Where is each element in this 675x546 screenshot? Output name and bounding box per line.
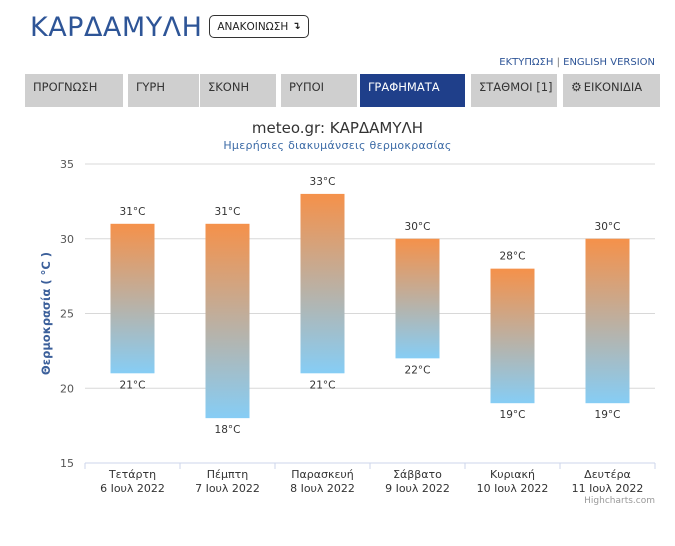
- max-temp-label: 31°C: [120, 206, 146, 218]
- temperature-bar: [395, 238, 440, 359]
- tab-stations[interactable]: ΣΤΑΘΜΟΙ [1]: [471, 74, 557, 107]
- tab-pollen[interactable]: ΓΥΡΗ: [128, 74, 199, 107]
- y-axis-title: Θερμοκρασία ( °C ): [39, 252, 53, 375]
- tab-label: ΣΤΑΘΜΟΙ [1]: [479, 80, 553, 94]
- x-tick-label-date: 6 Ιουλ 2022: [100, 482, 165, 495]
- temperature-bar: [205, 223, 250, 419]
- tab-label: ΓΡΑΦΗΜΑΤΑ: [368, 80, 440, 94]
- min-temp-label: 19°C: [595, 409, 621, 421]
- min-temp-label: 21°C: [120, 379, 146, 391]
- link-separator: |: [556, 57, 560, 68]
- print-link[interactable]: ΕΚΤΥΠΩΣΗ: [499, 57, 554, 68]
- min-temp-label: 18°C: [215, 424, 241, 436]
- main-tabs: ΠΡΟΓΝΩΣΗ ΓΥΡΗ ΣΚΟΝΗ ΡΥΠΟΙ ΓΡΑΦΗΜΑΤΑ ΣΤΑΘ…: [25, 74, 660, 107]
- chart-subtitle: Ημερήσιες διακυμάνσεις θερμοκρασίας: [223, 139, 452, 152]
- tab-label: ΡΥΠΟΙ: [289, 80, 325, 94]
- gear-icon: ⚙: [571, 80, 582, 94]
- x-tick-label-day: Κυριακή: [490, 468, 535, 481]
- tab-icons[interactable]: ⚙ ΕΙΚΟΝΙΔΙΑ: [563, 74, 660, 107]
- max-temp-label: 33°C: [310, 176, 336, 188]
- down-arrow-icon: ↴: [292, 21, 301, 32]
- x-tick-label-day: Δευτέρα: [584, 468, 631, 481]
- temperature-bar: [490, 268, 535, 404]
- min-temp-label: 19°C: [500, 409, 526, 421]
- x-tick-label-day: Παρασκευή: [291, 468, 354, 481]
- tab-label: ΠΡΟΓΝΩΣΗ: [33, 80, 98, 94]
- temperature-bar: [300, 193, 345, 374]
- highcharts-credits[interactable]: Highcharts.com: [584, 496, 655, 506]
- tab-dust[interactable]: ΣΚΟΝΗ: [200, 74, 276, 107]
- tab-forecast[interactable]: ΠΡΟΓΝΩΣΗ: [25, 74, 123, 107]
- y-tick-label: 35: [60, 158, 74, 171]
- max-temp-label: 31°C: [215, 206, 241, 218]
- y-tick-label: 30: [60, 233, 74, 246]
- x-tick-label-day: Σάββατο: [393, 468, 442, 481]
- x-tick-label-date: 11 Ιουλ 2022: [572, 482, 644, 495]
- tab-label: ΓΥΡΗ: [136, 80, 166, 94]
- announcement-label: ΑΝΑΚΟΙΝΩΣΗ: [217, 20, 289, 33]
- y-tick-label: 25: [60, 308, 74, 321]
- temperature-bar: [110, 223, 155, 374]
- max-temp-label: 30°C: [595, 221, 621, 233]
- chart-title: meteo.gr: ΚΑΡΔΑΜΥΛΗ: [251, 119, 424, 137]
- x-tick-label-date: 9 Ιουλ 2022: [385, 482, 450, 495]
- announcement-button[interactable]: ΑΝΑΚΟΙΝΩΣΗ ↴: [209, 15, 309, 38]
- x-tick-label-date: 8 Ιουλ 2022: [290, 482, 355, 495]
- max-temp-label: 30°C: [405, 221, 431, 233]
- tab-pollutants[interactable]: ΡΥΠΟΙ: [281, 74, 357, 107]
- min-temp-label: 22°C: [405, 364, 431, 376]
- min-temp-label: 21°C: [310, 379, 336, 391]
- tab-charts[interactable]: ΓΡΑΦΗΜΑΤΑ: [360, 74, 465, 107]
- max-temp-label: 28°C: [500, 251, 526, 263]
- x-tick-label-day: Πέμπτη: [207, 468, 248, 481]
- x-tick-label-date: 10 Ιουλ 2022: [477, 482, 549, 495]
- page-title: ΚΑΡΔΑΜΥΛΗ: [30, 12, 203, 43]
- y-tick-label: 20: [60, 382, 74, 395]
- x-tick-label-date: 7 Ιουλ 2022: [195, 482, 260, 495]
- top-links: ΕΚΤΥΠΩΣΗ | ENGLISH VERSION: [499, 57, 655, 68]
- tab-label: ΕΙΚΟΝΙΔΙΑ: [583, 80, 643, 94]
- tab-label: ΣΚΟΝΗ: [208, 80, 250, 94]
- y-tick-label: 15: [60, 457, 74, 470]
- temperature-bar: [585, 238, 630, 404]
- x-tick-label-day: Τετάρτη: [108, 468, 156, 481]
- english-version-link[interactable]: ENGLISH VERSION: [563, 57, 655, 68]
